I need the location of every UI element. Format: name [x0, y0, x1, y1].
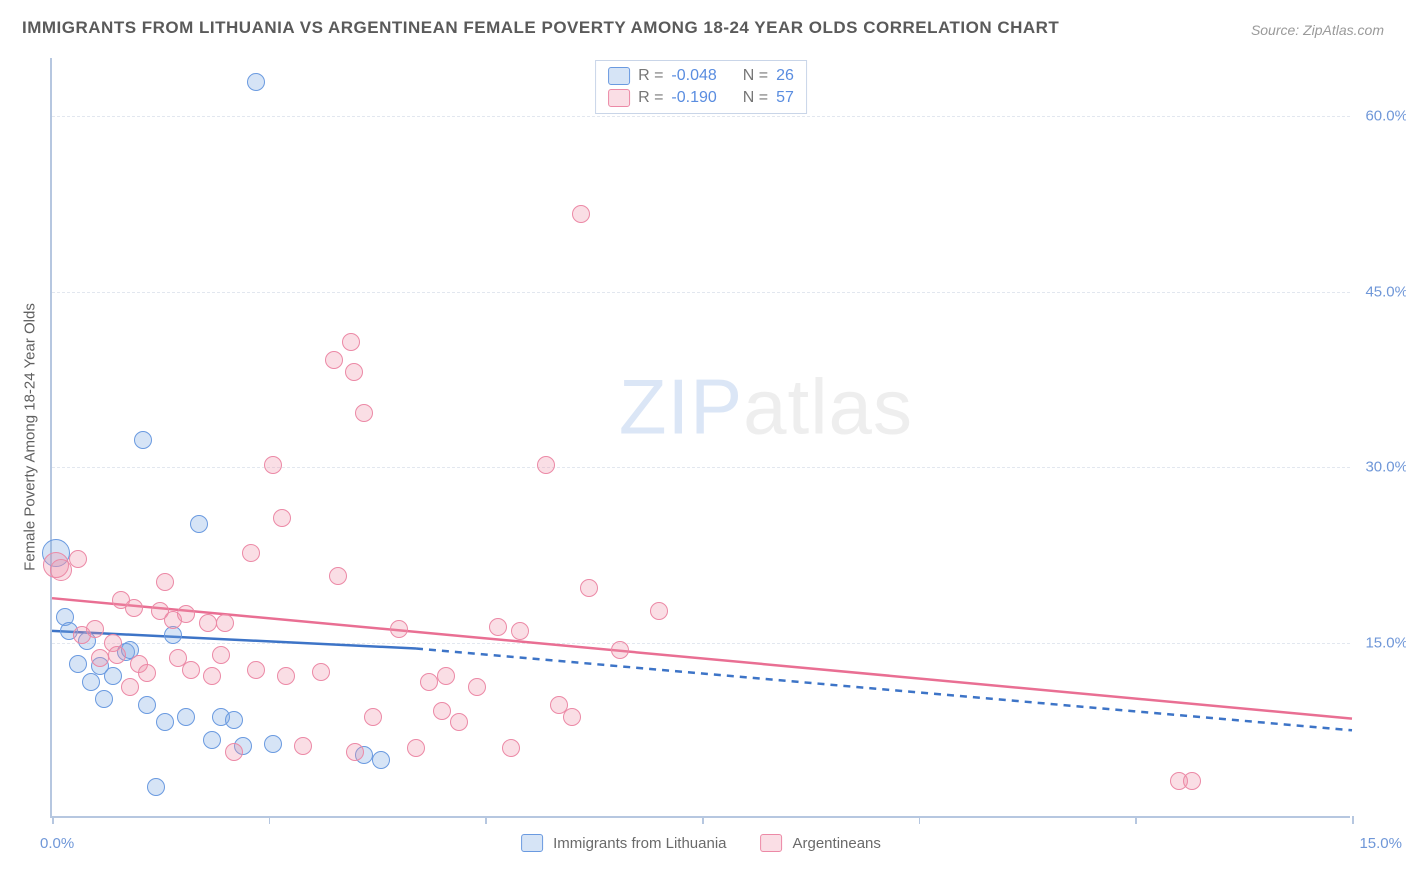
data-point: [390, 620, 408, 638]
data-point: [177, 605, 195, 623]
n-label: N =: [743, 89, 768, 107]
data-point: [203, 731, 221, 749]
data-point: [364, 708, 382, 726]
data-point: [420, 673, 438, 691]
n-value-2: 57: [776, 89, 794, 107]
data-point: [312, 663, 330, 681]
data-point: [346, 743, 364, 761]
data-point: [104, 667, 122, 685]
data-point: [372, 751, 390, 769]
data-point: [572, 205, 590, 223]
data-point: [611, 641, 629, 659]
data-point: [247, 73, 265, 91]
data-point: [650, 602, 668, 620]
data-point: [225, 711, 243, 729]
data-point: [147, 778, 165, 796]
legend-swatch-icon: [521, 834, 543, 852]
data-point: [138, 696, 156, 714]
data-point: [138, 664, 156, 682]
x-tick: [52, 816, 54, 824]
data-point: [69, 655, 87, 673]
data-point: [511, 622, 529, 640]
source-label: Source: ZipAtlas.com: [1251, 22, 1384, 38]
data-point: [169, 649, 187, 667]
data-point: [489, 618, 507, 636]
correlation-legend: R = -0.048 N = 26 R = -0.190 N = 57: [595, 60, 807, 114]
data-point: [325, 351, 343, 369]
x-tick: [269, 816, 271, 824]
data-point: [433, 702, 451, 720]
y-tick-label: 15.0%: [1365, 634, 1406, 651]
data-point: [69, 550, 87, 568]
data-point: [156, 573, 174, 591]
data-point: [216, 614, 234, 632]
data-point: [329, 567, 347, 585]
data-point: [294, 737, 312, 755]
data-point: [125, 599, 143, 617]
x-tick: [702, 816, 704, 824]
data-point: [345, 363, 363, 381]
data-point: [86, 620, 104, 638]
n-label: N =: [743, 67, 768, 85]
legend-item-1: Immigrants from Lithuania: [521, 834, 726, 852]
data-point: [563, 708, 581, 726]
data-point: [242, 544, 260, 562]
legend-row-series-1: R = -0.048 N = 26: [608, 65, 794, 87]
data-point: [50, 559, 72, 581]
trend-lines: [52, 58, 1350, 816]
data-point: [156, 713, 174, 731]
data-point: [468, 678, 486, 696]
data-point: [355, 404, 373, 422]
r-label: R =: [638, 89, 663, 107]
data-point: [580, 579, 598, 597]
data-point: [177, 708, 195, 726]
x-tick: [1352, 816, 1354, 824]
n-value-1: 26: [776, 67, 794, 85]
data-point: [203, 667, 221, 685]
legend-label-1: Immigrants from Lithuania: [553, 835, 726, 852]
y-axis-title: Female Poverty Among 18-24 Year Olds: [22, 303, 39, 571]
series-legend: Immigrants from Lithuania Argentineans: [521, 834, 881, 852]
data-point: [91, 649, 109, 667]
x-axis-max-label: 15.0%: [1359, 835, 1402, 852]
legend-swatch-1: [608, 67, 630, 85]
data-point: [437, 667, 455, 685]
data-point: [264, 456, 282, 474]
x-tick: [1135, 816, 1137, 824]
data-point: [121, 678, 139, 696]
data-point: [247, 661, 265, 679]
y-tick-label: 30.0%: [1365, 459, 1406, 476]
data-point: [190, 515, 208, 533]
r-value-1: -0.048: [671, 67, 716, 85]
data-point: [537, 456, 555, 474]
y-tick-label: 60.0%: [1365, 108, 1406, 125]
x-tick: [919, 816, 921, 824]
data-point: [273, 509, 291, 527]
x-axis-min-label: 0.0%: [40, 835, 74, 852]
data-point: [264, 735, 282, 753]
data-point: [108, 646, 126, 664]
legend-swatch-icon: [761, 834, 783, 852]
legend-row-series-2: R = -0.190 N = 57: [608, 87, 794, 109]
plot-area: Female Poverty Among 18-24 Year Olds ZIP…: [50, 58, 1350, 818]
data-point: [407, 739, 425, 757]
r-value-2: -0.190: [671, 89, 716, 107]
data-point: [450, 713, 468, 731]
legend-swatch-2: [608, 89, 630, 107]
data-point: [502, 739, 520, 757]
data-point: [212, 646, 230, 664]
data-point: [277, 667, 295, 685]
legend-label-2: Argentineans: [793, 835, 881, 852]
r-label: R =: [638, 67, 663, 85]
data-point: [95, 690, 113, 708]
x-tick: [485, 816, 487, 824]
data-point: [225, 743, 243, 761]
data-point: [1183, 772, 1201, 790]
legend-item-2: Argentineans: [761, 834, 881, 852]
data-point: [199, 614, 217, 632]
y-tick-label: 45.0%: [1365, 283, 1406, 300]
data-point: [134, 431, 152, 449]
data-point: [342, 333, 360, 351]
chart-title: IMMIGRANTS FROM LITHUANIA VS ARGENTINEAN…: [22, 18, 1059, 38]
